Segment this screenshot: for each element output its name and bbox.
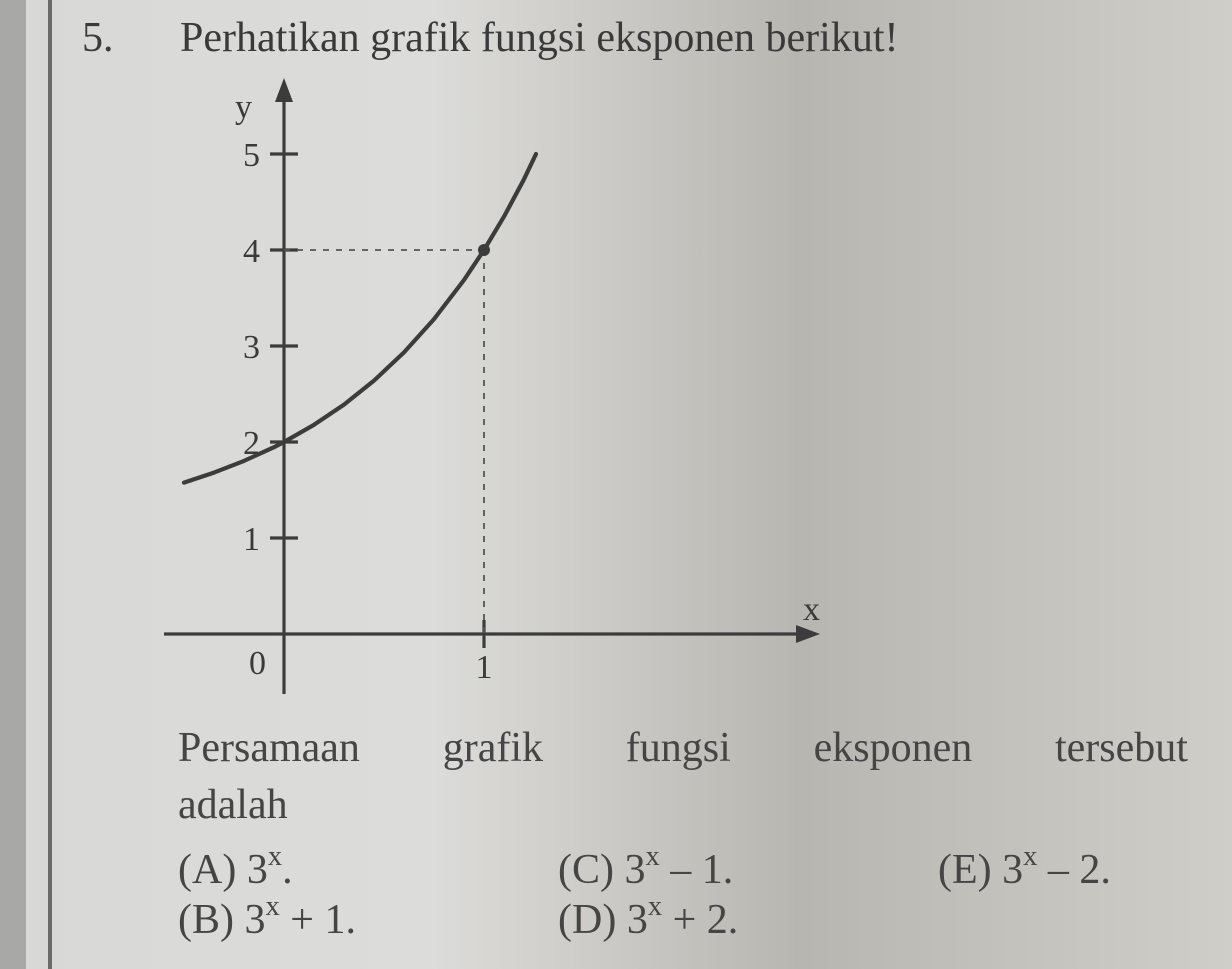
svg-text:y: y: [235, 89, 252, 126]
question-number: 5.: [82, 14, 114, 62]
choice-base: 3: [1002, 847, 1023, 893]
choice-tail: + 1.: [280, 897, 356, 943]
graph: 1234510yx: [164, 74, 824, 699]
choice-label: (E): [938, 847, 992, 893]
choice-exp: x: [646, 841, 660, 872]
choice-label: (C): [558, 847, 614, 893]
prompt-word: fungsi: [626, 720, 731, 777]
choice-label: (D): [558, 897, 616, 943]
svg-text:4: 4: [243, 233, 260, 270]
choice-exp: x: [266, 891, 280, 922]
prompt-word: grafik: [443, 720, 543, 777]
choice-label: (B): [178, 897, 234, 943]
choice-b: (B) 3x + 1.: [178, 894, 558, 944]
choice-base: 3: [247, 847, 268, 893]
choice-tail: – 2.: [1037, 847, 1111, 893]
choice-expr: 3x – 2.: [1002, 847, 1111, 893]
choice-base: 3: [245, 897, 266, 943]
choice-base: 3: [625, 847, 646, 893]
choice-expr: 3x – 1.: [625, 847, 734, 893]
svg-text:1: 1: [476, 649, 493, 686]
choice-exp: x: [648, 891, 662, 922]
margin-rule: [48, 0, 52, 969]
choice-label: (A): [178, 847, 236, 893]
svg-text:x: x: [803, 591, 820, 628]
choice-d: (D) 3x + 2.: [558, 894, 938, 944]
prompt-line-2: adalah: [178, 777, 1188, 834]
choice-empty: [938, 894, 1188, 944]
choice-a: (A) 3x.: [178, 844, 558, 894]
page: 5. Perhatikan grafik fungsi eksponen ber…: [0, 0, 1232, 969]
prompt-word: Persamaan: [178, 720, 360, 777]
graph-svg: 1234510yx: [164, 74, 824, 694]
question-stem: Perhatikan grafik fungsi eksponen beriku…: [180, 14, 898, 62]
prompt-line-1: Persamaan grafik fungsi eksponen tersebu…: [178, 720, 1188, 777]
choice-tail: .: [282, 847, 293, 893]
choice-expr: 3x + 2.: [627, 897, 738, 943]
choice-exp: x: [1023, 841, 1037, 872]
choice-row-2: (B) 3x + 1. (D) 3x + 2.: [178, 894, 1188, 944]
choice-tail: – 1.: [660, 847, 734, 893]
svg-text:0: 0: [249, 645, 266, 682]
answer-choices: (A) 3x. (C) 3x – 1. (E) 3x – 2. (B): [178, 844, 1188, 944]
choice-c: (C) 3x – 1.: [558, 844, 938, 894]
choice-row-1: (A) 3x. (C) 3x – 1. (E) 3x – 2.: [178, 844, 1188, 894]
choice-base: 3: [627, 897, 648, 943]
question-prompt: Persamaan grafik fungsi eksponen tersebu…: [178, 720, 1188, 833]
svg-text:3: 3: [243, 329, 260, 366]
choice-exp: x: [268, 841, 282, 872]
svg-text:1: 1: [243, 521, 260, 558]
choice-expr: 3x.: [247, 847, 293, 893]
choice-tail: + 2.: [662, 897, 738, 943]
prompt-word: eksponen: [814, 720, 973, 777]
choice-e: (E) 3x – 2.: [938, 844, 1188, 894]
svg-text:5: 5: [243, 137, 260, 174]
prompt-word: tersebut: [1055, 720, 1188, 777]
choice-expr: 3x + 1.: [245, 897, 356, 943]
